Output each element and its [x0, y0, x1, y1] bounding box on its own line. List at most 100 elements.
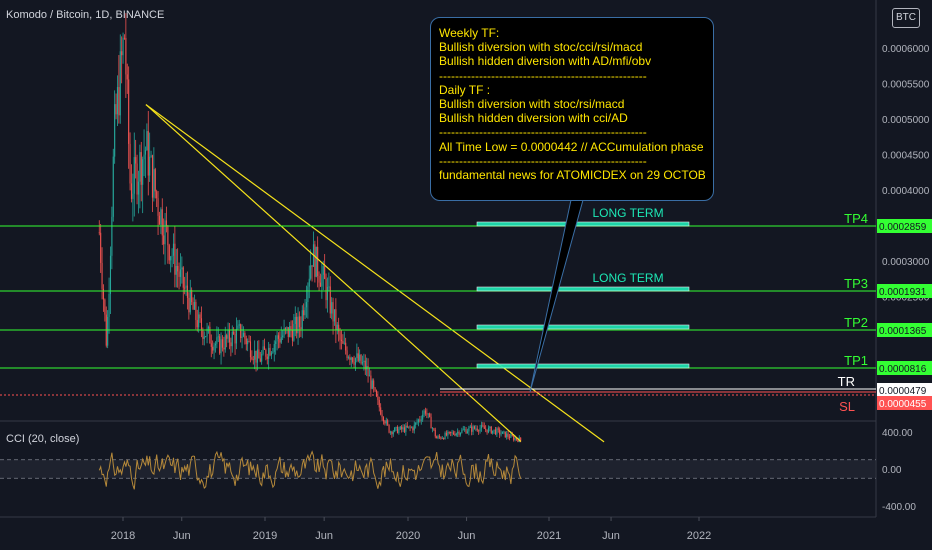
annotation-line: fundamental news for ATOMICDEX on 29 OCT…: [439, 168, 705, 183]
candle-body: [308, 278, 310, 287]
candle-body: [137, 181, 140, 195]
candle-body: [119, 51, 121, 116]
candle-body: [420, 419, 422, 421]
candle-body: [478, 430, 480, 432]
candle-body: [130, 183, 133, 199]
candle-body: [373, 380, 375, 388]
candle-body: [163, 235, 165, 245]
candle-body: [489, 426, 491, 428]
candle-body: [329, 286, 331, 314]
candle-body: [398, 429, 400, 434]
annotation-line: ----------------------------------------…: [439, 68, 647, 83]
candle-body: [423, 410, 425, 415]
candle-body: [438, 436, 441, 438]
candle-body: [179, 269, 182, 277]
x-axis-tick-label: 2022: [687, 530, 711, 542]
candle-body: [462, 429, 464, 431]
candle-body: [165, 220, 168, 227]
candle-body: [254, 350, 256, 360]
candle-body: [265, 349, 267, 357]
candle-body: [234, 333, 236, 344]
candle-body: [171, 255, 173, 257]
candle-body: [513, 435, 515, 440]
y-axis-tick-label: 0.0006000: [882, 44, 930, 55]
candle-body: [220, 339, 222, 354]
candle-body: [182, 267, 184, 288]
candle-body: [349, 357, 351, 360]
candle-body: [368, 375, 371, 377]
candle-body: [280, 337, 282, 343]
candle-body: [107, 316, 109, 346]
candle-body: [444, 432, 446, 439]
y-axis-tick-label: 0.0005500: [882, 79, 930, 90]
candle-body: [326, 286, 329, 301]
candle-body: [170, 256, 172, 261]
candle-body: [276, 335, 278, 342]
candle-body: [492, 430, 494, 434]
candle-body: [213, 345, 215, 351]
candle-body: [514, 438, 516, 440]
symbol-title[interactable]: Komodo / Bitcoin, 1D, BINANCE: [6, 9, 165, 21]
level-price-badge: [877, 383, 932, 397]
candle-body: [293, 323, 295, 341]
candle-body: [149, 156, 151, 176]
candles-group: [98, 13, 522, 443]
candle-body: [135, 157, 137, 164]
candle-body: [471, 426, 473, 432]
candle-body: [415, 422, 417, 425]
candle-body: [503, 431, 505, 433]
cci-indicator-title[interactable]: CCI (20, close): [6, 433, 80, 445]
candle-body: [336, 324, 338, 330]
candle-body: [419, 419, 421, 421]
annotation-line: Bullish hidden diversion with cci/AD: [439, 111, 628, 126]
candle-body: [193, 301, 196, 310]
annotation-callout[interactable]: Weekly TF: Bullish diversion with stoc/c…: [430, 17, 714, 201]
candle-body: [255, 350, 257, 363]
candle-body: [464, 429, 466, 431]
candle-body: [174, 243, 176, 275]
candle-body: [501, 431, 504, 434]
y-axis-tick-label: 0.0003000: [882, 257, 930, 268]
candle-body: [499, 429, 501, 435]
candle-body: [454, 434, 456, 436]
x-axis-tick-label: 2018: [111, 530, 135, 542]
candle-body: [333, 309, 336, 322]
candle-body: [258, 349, 260, 359]
candle-body: [457, 431, 459, 434]
annotation-line: Daily TF :: [439, 82, 491, 97]
candle-body: [284, 328, 287, 330]
candle-body: [151, 155, 154, 198]
long-term-zone: [476, 324, 690, 330]
level-price-badge: [877, 323, 932, 337]
candle-body: [317, 246, 319, 276]
candle-body: [455, 433, 457, 436]
candle-body: [324, 266, 326, 279]
candle-body: [112, 156, 114, 217]
candle-body: [429, 413, 431, 417]
candle-body: [496, 428, 498, 435]
candle-body: [216, 337, 218, 344]
candle-body: [422, 414, 424, 420]
candle-body: [346, 350, 348, 358]
annotation-line: Weekly TF:: [439, 26, 500, 40]
level-price-label: 0.0002859: [879, 222, 927, 233]
candle-body: [352, 357, 354, 362]
candle-body: [123, 37, 126, 39]
candle-body: [475, 428, 477, 430]
candle-body: [191, 289, 193, 303]
x-axis-tick-label: Jun: [315, 530, 333, 542]
candle-body: [328, 286, 330, 288]
currency-badge[interactable]: BTC: [892, 8, 920, 28]
candle-body: [497, 428, 499, 430]
candle-body: [461, 429, 463, 433]
candle-body: [136, 163, 138, 195]
long-term-zone: [476, 286, 690, 292]
candle-body: [338, 324, 340, 332]
candle-body: [207, 326, 210, 329]
candle-body: [238, 324, 240, 326]
candle-body: [118, 87, 120, 116]
candle-body: [494, 429, 497, 435]
candle-body: [251, 357, 253, 360]
candle-body: [249, 341, 252, 358]
long-term-zone: [476, 363, 690, 369]
